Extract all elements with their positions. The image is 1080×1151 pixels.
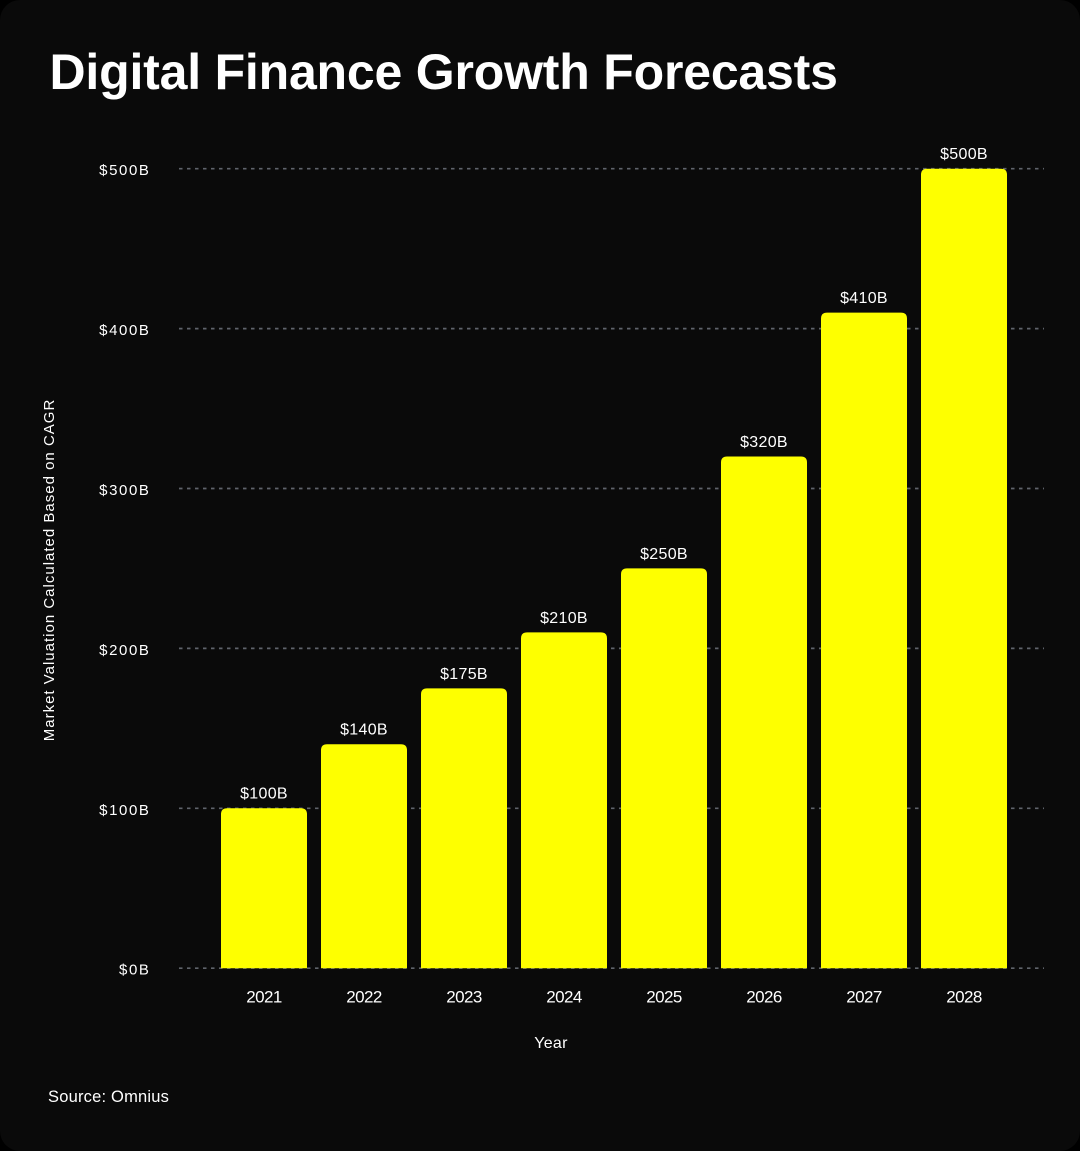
- svg-text:$250B: $250B: [640, 546, 688, 563]
- svg-text:$400B: $400B: [99, 322, 150, 339]
- svg-text:2024: 2024: [546, 987, 582, 1006]
- svg-text:2023: 2023: [446, 987, 482, 1006]
- svg-text:$210B: $210B: [540, 610, 588, 627]
- svg-text:2026: 2026: [746, 987, 782, 1006]
- svg-text:2021: 2021: [246, 987, 282, 1006]
- svg-text:$0B: $0B: [119, 962, 151, 979]
- svg-text:$300B: $300B: [99, 482, 150, 499]
- svg-text:$410B: $410B: [840, 290, 888, 307]
- svg-text:Year: Year: [534, 1035, 568, 1052]
- svg-text:Source: Omnius: Source: Omnius: [48, 1088, 169, 1106]
- svg-text:$100B: $100B: [240, 786, 288, 803]
- svg-text:2027: 2027: [846, 987, 882, 1006]
- svg-text:$500B: $500B: [99, 162, 150, 179]
- svg-text:2022: 2022: [346, 987, 382, 1006]
- svg-text:Digital Finance Growth Forecas: Digital Finance Growth Forecasts: [50, 44, 838, 100]
- svg-text:$100B: $100B: [99, 802, 150, 819]
- svg-text:$500B: $500B: [940, 146, 988, 163]
- svg-text:$175B: $175B: [440, 666, 488, 683]
- svg-text:Market Valuation Calculated Ba: Market Valuation Calculated Based on CAG…: [41, 399, 58, 742]
- svg-text:$200B: $200B: [99, 642, 150, 659]
- svg-text:$140B: $140B: [340, 722, 388, 739]
- svg-text:2025: 2025: [646, 987, 682, 1006]
- svg-text:$320B: $320B: [740, 434, 788, 451]
- svg-text:2028: 2028: [946, 987, 982, 1006]
